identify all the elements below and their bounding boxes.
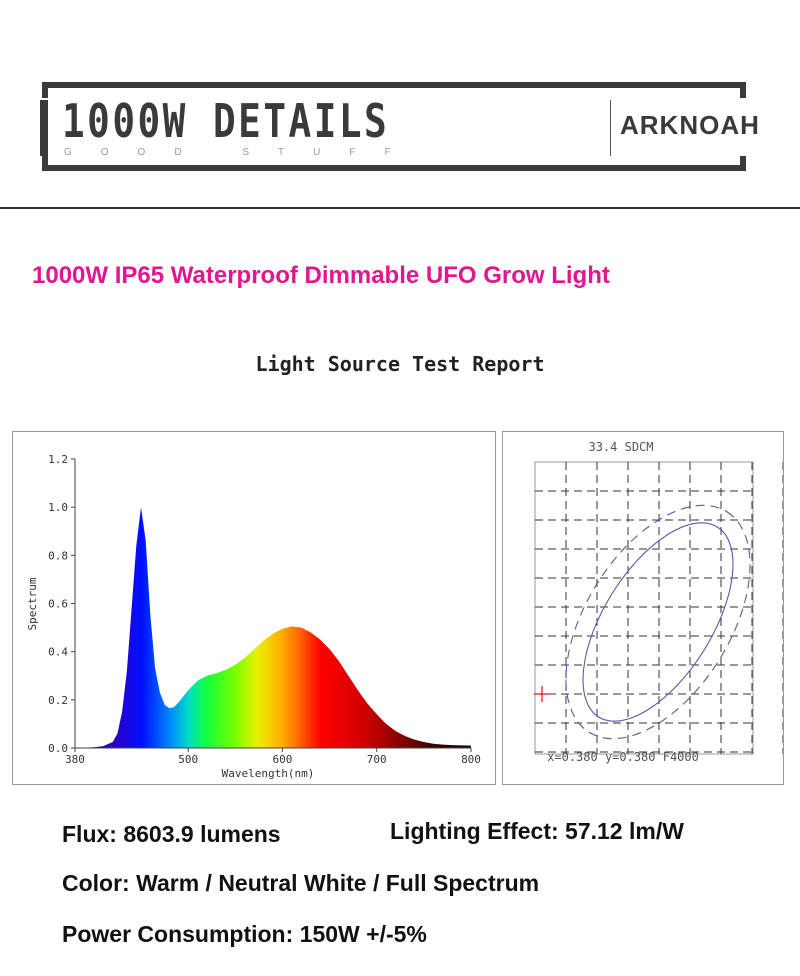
y-tick-label: 0.0 [48,742,68,755]
x-tick-label: 800 [461,753,481,766]
sdcm-ellipse-group [565,504,751,740]
y-tick-label: 0.6 [48,598,68,611]
test-point-marker [534,686,550,702]
header-frame-right-bottom [740,156,746,171]
x-tick-label: 500 [178,753,198,766]
x-tick-label: 600 [272,753,292,766]
spec-power: Power Consumption: 150W +/-5% [62,921,427,947]
spec-color: Color: Warm / Neutral White / Full Spect… [62,870,540,896]
outer-dashed-ellipse [565,504,751,740]
y-tick-label: 0.8 [48,549,68,562]
grid-border [534,461,754,755]
header-frame-left-bottom [42,156,48,171]
x-axis-label: Wavelength(nm) [222,767,315,780]
header-frame-top [42,82,746,88]
section-rule [0,207,800,209]
y-tick-label: 1.2 [48,453,68,466]
header-title-bar [40,100,48,156]
chromaticity-chart: 33.4 SDCM x=0.380 y=0.380 F4000 [534,440,784,764]
x-tick-label: 700 [367,753,387,766]
report-title: Light Source Test Report [255,352,545,376]
header-frame-left-top [42,82,48,98]
chromaticity-panel: 33.4 SDCM x=0.380 y=0.380 F4000 [502,431,784,785]
spectrum-panel: 0.0 0.2 0.4 0.6 0.8 1.0 1.2 380 500 600 700 800 Wa… [12,431,496,785]
spectrum-chart: 0.0 0.2 0.4 0.6 0.8 1.0 1.2 380 500 600 700 800 Wa… [26,453,481,780]
header-subtitle: GOOD STUFF [64,147,420,158]
y-tick-label: 0.2 [48,694,68,707]
spec-flux: Flux: 8603.9 lumens [62,821,281,847]
product-title: 1000W IP65 Waterproof Dimmable UFO Grow … [32,262,610,289]
spectrum-area [75,507,471,748]
inner-solid-ellipse [582,522,734,722]
y-tick-label: 0.4 [48,646,68,659]
header-frame-bottom [42,165,746,171]
x-tick-label: 380 [65,753,85,766]
sdcm-title: 33.4 SDCM [588,440,653,454]
spec-lighting-effect: Lighting Effect: 57.12 lm/W [390,818,684,844]
header-frame-right-top [740,82,746,98]
brand-logo: ARKNOAH [620,110,760,140]
y-tick-label: 1.0 [48,501,68,514]
coordinate-readout: x=0.380 y=0.380 F4000 [547,750,699,764]
y-axis-label: Spectrum [26,577,39,630]
header-title: 1000W DETAILS [62,94,390,148]
brand-divider [610,100,611,156]
